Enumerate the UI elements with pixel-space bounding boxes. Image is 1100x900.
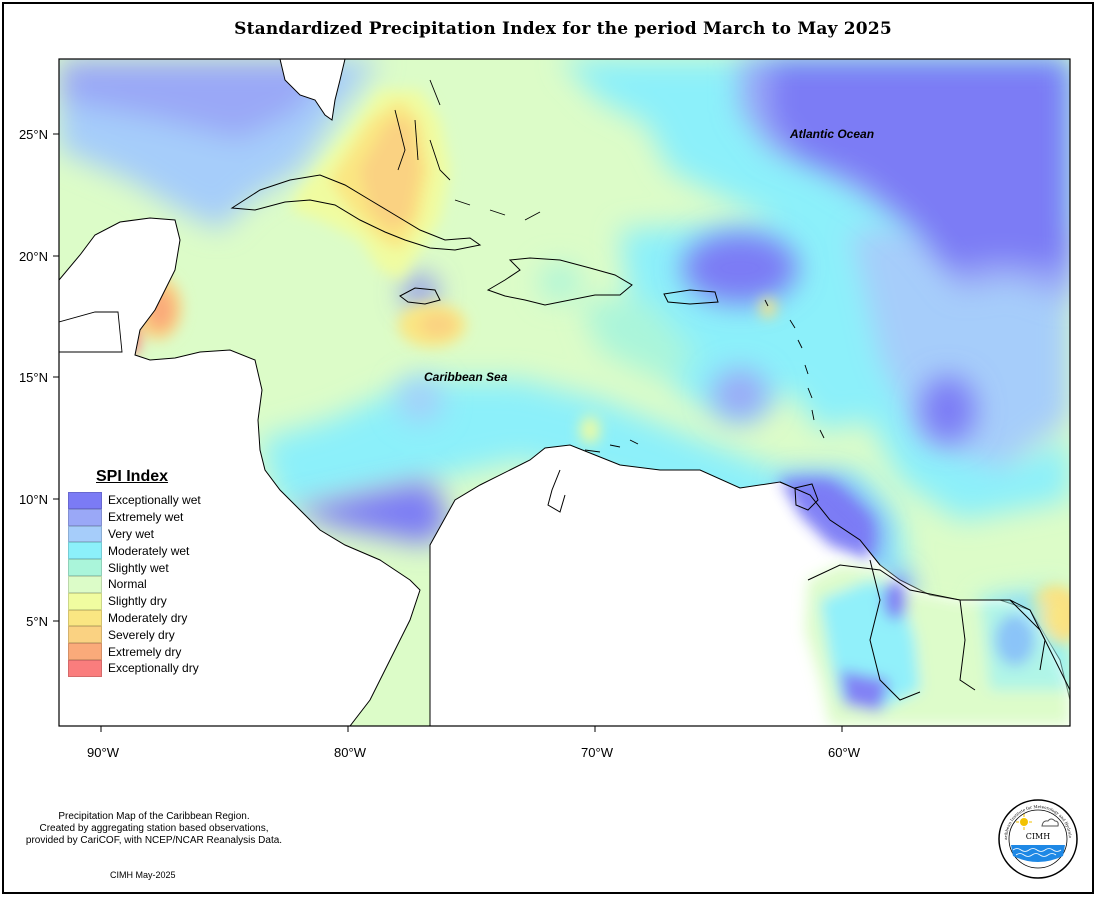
legend-item: Very wet [68, 525, 201, 543]
legend-swatch [68, 525, 102, 543]
lon-tick-label: 70°W [581, 745, 614, 760]
legend-swatch [68, 609, 102, 627]
legend-swatch [68, 508, 102, 526]
legend-item: Moderately dry [68, 609, 201, 627]
legend-item: Extremely wet [68, 508, 201, 526]
legend-label: Extremely dry [108, 644, 182, 659]
legend-item: Normal [68, 575, 201, 593]
legend-item: Slightly wet [68, 559, 201, 576]
cloud-icon [1041, 818, 1059, 827]
spi-field [59, 59, 1070, 726]
lon-labels: 90°W 80°W 70°W 60°W [87, 745, 861, 760]
legend-swatch [68, 626, 102, 644]
legend-item: Severely dry [68, 626, 201, 644]
map-title: Standardized Precipitation Index for the… [234, 19, 892, 39]
legend-label: Exceptionally dry [108, 661, 199, 676]
legend-label: Normal [108, 577, 147, 592]
legend-item: Exceptionally dry [68, 659, 201, 677]
legend-label: Exceptionally wet [108, 493, 201, 508]
lon-tick-label: 60°W [828, 745, 861, 760]
logo-abbr: CIMH [1026, 832, 1050, 841]
legend-label: Severely dry [108, 627, 175, 642]
atlantic-ocean-label: Atlantic Ocean [789, 127, 874, 141]
legend-label: Moderately dry [108, 610, 188, 625]
map-border [58, 58, 1071, 727]
footer-line: provided by CariCOF, with NCEP/NCAR Rean… [25, 835, 283, 846]
axis-ticks [53, 133, 843, 732]
footer-line: Precipitation Map of the Caribbean Regio… [58, 811, 250, 822]
caribbean-sea-label: Caribbean Sea [424, 370, 508, 384]
footer-date: CIMH May-2025 [110, 870, 176, 880]
islands [230, 174, 819, 511]
cimh-logo: CIMH Caribbean Institute for Meteorology… [997, 798, 1078, 879]
legend-item: Extremely dry [68, 643, 201, 660]
lat-labels: 25°N 20°N 15°N 10°N 5°N [19, 127, 48, 629]
legend-title: SPI Index [96, 468, 169, 485]
legend-label: Slightly wet [108, 560, 169, 575]
legend-item: Slightly dry [68, 592, 201, 610]
legend-swatch [68, 659, 102, 677]
legend-swatch [68, 542, 102, 560]
legend-swatch [68, 643, 102, 660]
legend-label: Moderately wet [108, 543, 190, 558]
legend-label: Very wet [108, 526, 155, 541]
legend-swatch [68, 575, 102, 593]
lon-tick-label: 90°W [87, 745, 120, 760]
footer-note: Precipitation Map of the Caribbean Regio… [8, 811, 300, 847]
legend-swatch [68, 492, 102, 509]
lat-tick-label: 25°N [19, 127, 48, 142]
lat-tick-label: 20°N [19, 249, 48, 264]
legend-item: Moderately wet [68, 542, 201, 560]
footer-line: Created by aggregating station based obs… [39, 823, 269, 834]
lat-tick-label: 5°N [26, 614, 48, 629]
sun-icon [1020, 818, 1028, 826]
legend-rows: Exceptionally wet Extremely wet Very wet Mo… [68, 492, 201, 677]
lat-tick-label: 10°N [19, 492, 48, 507]
lon-tick-label: 80°W [334, 745, 367, 760]
lat-tick-label: 15°N [19, 370, 48, 385]
spi-legend: SPI Index Exceptionally wet Extremely wet… [68, 468, 201, 677]
legend-label: Slightly dry [108, 594, 167, 609]
legend-swatch [68, 559, 102, 576]
legend-item: Exceptionally wet [68, 492, 201, 509]
legend-swatch [68, 592, 102, 610]
legend-label: Extremely wet [108, 510, 184, 525]
